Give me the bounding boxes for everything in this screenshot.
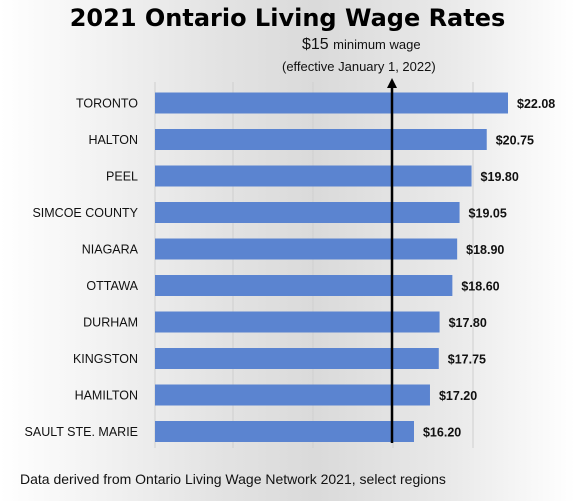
category-label: SIMCOE COUNTY [32, 206, 138, 220]
category-label: PEEL [106, 170, 138, 184]
category-label: SAULT STE. MARIE [25, 425, 138, 439]
footnote: Data derived from Ontario Living Wage Ne… [20, 471, 446, 487]
bar [155, 165, 472, 187]
category-label: HAMILTON [75, 389, 138, 403]
category-label: NIAGARA [82, 243, 139, 257]
value-label: $17.80 [449, 316, 487, 330]
bar [155, 421, 414, 442]
bar [155, 238, 458, 260]
min-wage-effective-date: (effective January 1, 2022) [282, 59, 436, 74]
value-label: $19.80 [481, 170, 519, 184]
arrow-up-icon [387, 78, 397, 88]
value-label: $17.75 [448, 353, 486, 367]
bar [155, 311, 440, 333]
value-label: $19.05 [469, 207, 507, 221]
reference-line-group [387, 78, 397, 443]
min-wage-amount: $15 [302, 36, 329, 53]
category-label: OTTAWA [86, 279, 138, 293]
category-label: TORONTO [76, 97, 138, 111]
category-label: KINGSTON [73, 352, 138, 366]
bar [155, 129, 487, 150]
bar [155, 384, 430, 406]
bars: TORONTO $22.08 HALTON $20.75 PEEL $19.80 SIMCO… [25, 92, 555, 442]
chart-title: 2021 Ontario Living Wage Rates [69, 4, 506, 32]
category-label: DURHAM [83, 316, 138, 330]
min-wage-annotation: $15 minimum wage [302, 36, 421, 54]
value-label: $18.90 [466, 243, 504, 257]
value-label: $18.60 [461, 280, 499, 294]
value-label: $22.08 [517, 97, 555, 111]
bar [155, 202, 460, 223]
bar [155, 275, 453, 296]
value-label: $16.20 [423, 426, 461, 440]
bar [155, 348, 439, 369]
value-label: $17.20 [439, 389, 477, 403]
min-wage-text: minimum wage [333, 37, 421, 52]
bar [155, 92, 508, 114]
category-label: HALTON [88, 133, 138, 147]
value-label: $20.75 [496, 134, 534, 148]
